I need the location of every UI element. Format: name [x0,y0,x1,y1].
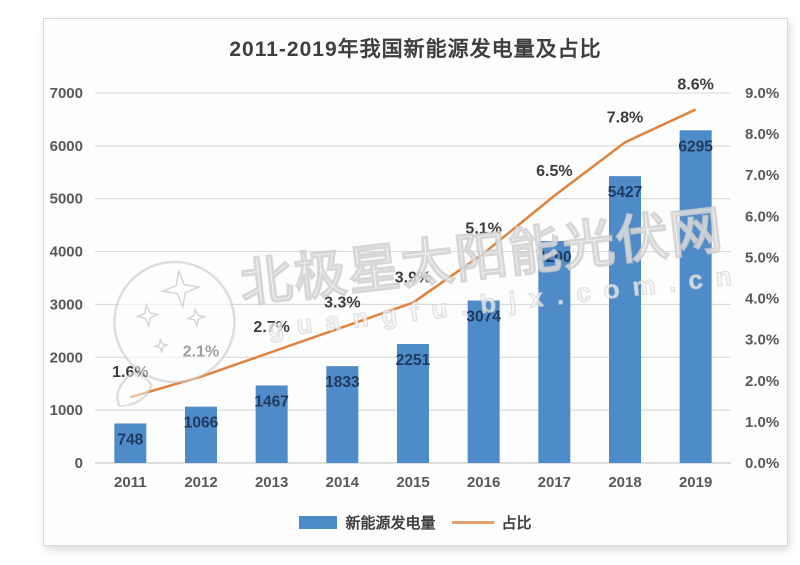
right-axis-tick: 7.0% [745,167,779,184]
bar-value-label: 1066 [184,415,219,432]
x-axis-label-2016: 2016 [467,474,500,491]
share-point-label: 7.8% [607,109,643,126]
bar-2012 [185,406,217,463]
share-point-label: 8.6% [677,76,713,93]
right-axis-tick: 1.0% [745,414,779,431]
right-axis-tick: 6.0% [745,208,779,225]
right-axis-tick: 0.0% [745,455,779,472]
left-axis-tick: 1000 [50,402,83,419]
left-axis-tick: 6000 [50,138,83,155]
line-series-swatch [451,521,494,524]
x-axis-label-2018: 2018 [608,474,641,491]
x-axis-label-2015: 2015 [396,474,429,491]
bar-value-label: 1833 [325,374,360,391]
bar-2011 [114,423,147,463]
share-point-label: 5.1% [465,220,501,237]
bar-value-label: 1467 [254,393,288,410]
right-axis-tick: 8.0% [745,126,779,143]
bar-value-label: 3074 [466,309,501,326]
share-point-label: 2.1% [183,344,219,361]
legend-label-share: 占比 [501,515,532,532]
right-axis-tick: 2.0% [745,373,779,390]
share-point-label: 3.9% [395,270,431,287]
share-point-label: 2.7% [253,319,289,336]
share-point-label: 6.5% [536,163,572,180]
left-axis-tick: 0 [75,455,83,472]
right-axis-tick: 5.0% [745,249,779,266]
x-axis-label-2011: 2011 [114,474,147,491]
bar-2016 [467,300,500,463]
left-axis-tick: 7000 [50,85,83,102]
bar-2017 [538,241,571,463]
left-axis-tick: 5000 [50,191,83,208]
left-axis-tick: 3000 [50,296,83,313]
right-axis-tick: 4.0% [745,291,779,308]
share-point-label: 1.6% [112,364,148,381]
bar-value-label: 2251 [396,352,431,369]
x-axis-label-2012: 2012 [184,474,217,491]
legend: 新能源发电量 占比 [44,512,787,533]
bar-value-label: 748 [117,431,143,448]
left-axis-tick: 4000 [50,244,83,261]
chart-title: 2011-2019年我国新能源发电量及占比 [229,38,602,61]
right-axis-tick: 3.0% [745,332,779,349]
bar-value-label: 5427 [608,184,642,201]
bar-2018 [609,176,641,463]
chart-card: 2011-2019年我国新能源发电量及占比 0 1000 2000 3000 4000 5… [43,18,788,546]
legend-item-generation: 新能源发电量 [299,512,436,533]
combo-chart: 0 1000 2000 3000 4000 5000 6000 7000 0.0% 1.0% 2.0… [50,76,780,491]
bar-value-label: 4200 [537,249,571,266]
x-axis-label-2017: 2017 [538,474,571,491]
share-point-label: 3.3% [324,294,360,311]
x-axis-label-2013: 2013 [255,474,288,491]
right-axis-tick: 9.0% [745,85,779,102]
x-axis-label-2014: 2014 [326,474,360,491]
bar-series-swatch [299,516,338,529]
bar-value-label: 6295 [678,138,713,155]
legend-label-generation: 新能源发电量 [345,515,436,532]
legend-item-share: 占比 [451,512,532,533]
left-axis-tick: 2000 [50,349,83,366]
bar-2019 [679,130,712,463]
bar-2015 [397,344,429,463]
bar-2014 [326,366,359,463]
x-axis-label-2019: 2019 [679,474,712,491]
bar-2013 [255,385,288,463]
